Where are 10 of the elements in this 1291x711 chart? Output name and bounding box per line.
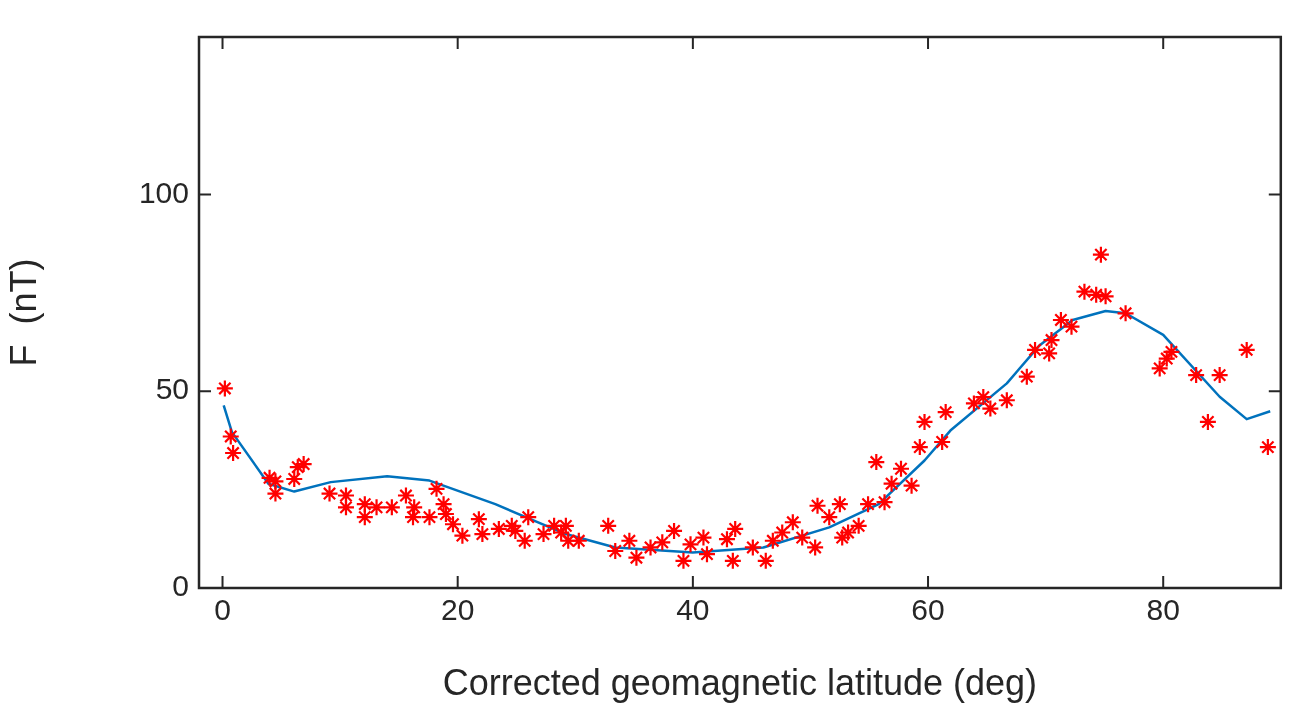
x-axis-title: Corrected geomagnetic latitude (deg) — [442, 662, 1038, 704]
y-tick-label: 0 — [172, 569, 189, 603]
x-tick-label: 80 — [1146, 593, 1180, 627]
y-tick-label: 50 — [155, 372, 189, 406]
x-tick-label: 60 — [911, 593, 945, 627]
x-tick-label: 40 — [676, 593, 710, 627]
y-axis-title: F (nT) — [2, 258, 44, 367]
y-tick-label: 100 — [138, 175, 189, 209]
x-tick-label: 0 — [214, 593, 231, 627]
x-tick-label: 20 — [441, 593, 475, 627]
